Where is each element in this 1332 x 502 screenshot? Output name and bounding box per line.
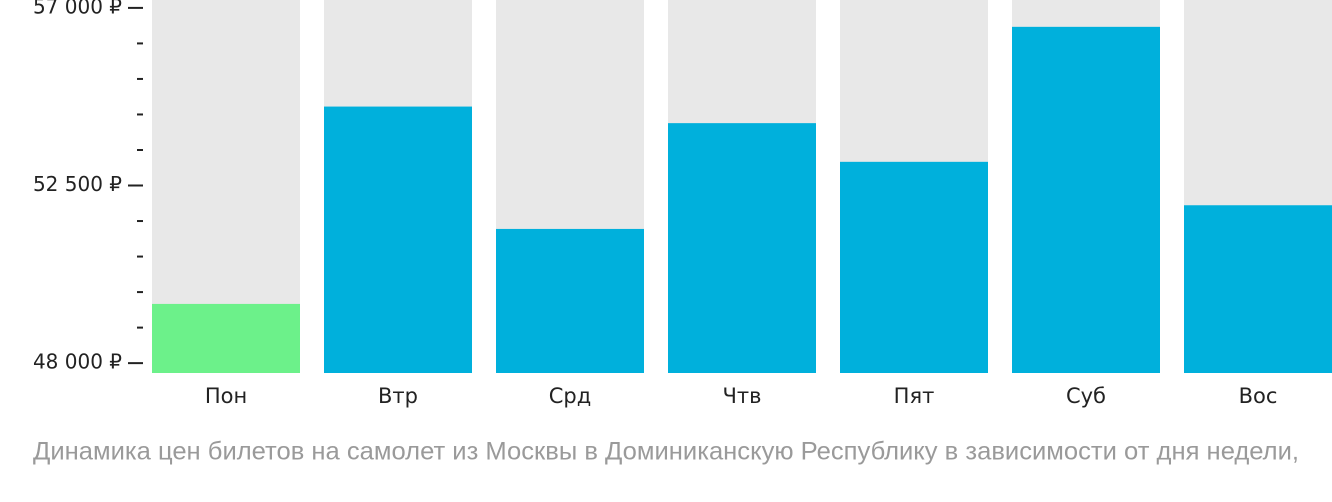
y-tick-label: 52 500 ₽ <box>33 172 122 196</box>
y-tick-label: 48 000 ₽ <box>33 350 122 374</box>
x-tick-label: Втр <box>378 384 418 408</box>
chart-title: Динамика цен билетов на самолет из Москв… <box>33 438 1299 466</box>
bar <box>1184 205 1332 373</box>
bar <box>1012 26 1160 374</box>
y-tick-label: 57 000 ₽ <box>33 0 122 18</box>
bar <box>152 303 300 373</box>
x-tick-label: Чтв <box>722 384 761 408</box>
x-tick-label: Вос <box>1239 384 1278 408</box>
x-tick-label: Пон <box>205 384 247 408</box>
x-tick-label: Срд <box>549 384 592 408</box>
bar <box>324 106 472 374</box>
x-tick-label: Суб <box>1066 384 1106 408</box>
x-tick-label: Пят <box>894 384 935 408</box>
bar <box>496 228 644 373</box>
bar <box>840 161 988 373</box>
bar <box>668 123 816 374</box>
